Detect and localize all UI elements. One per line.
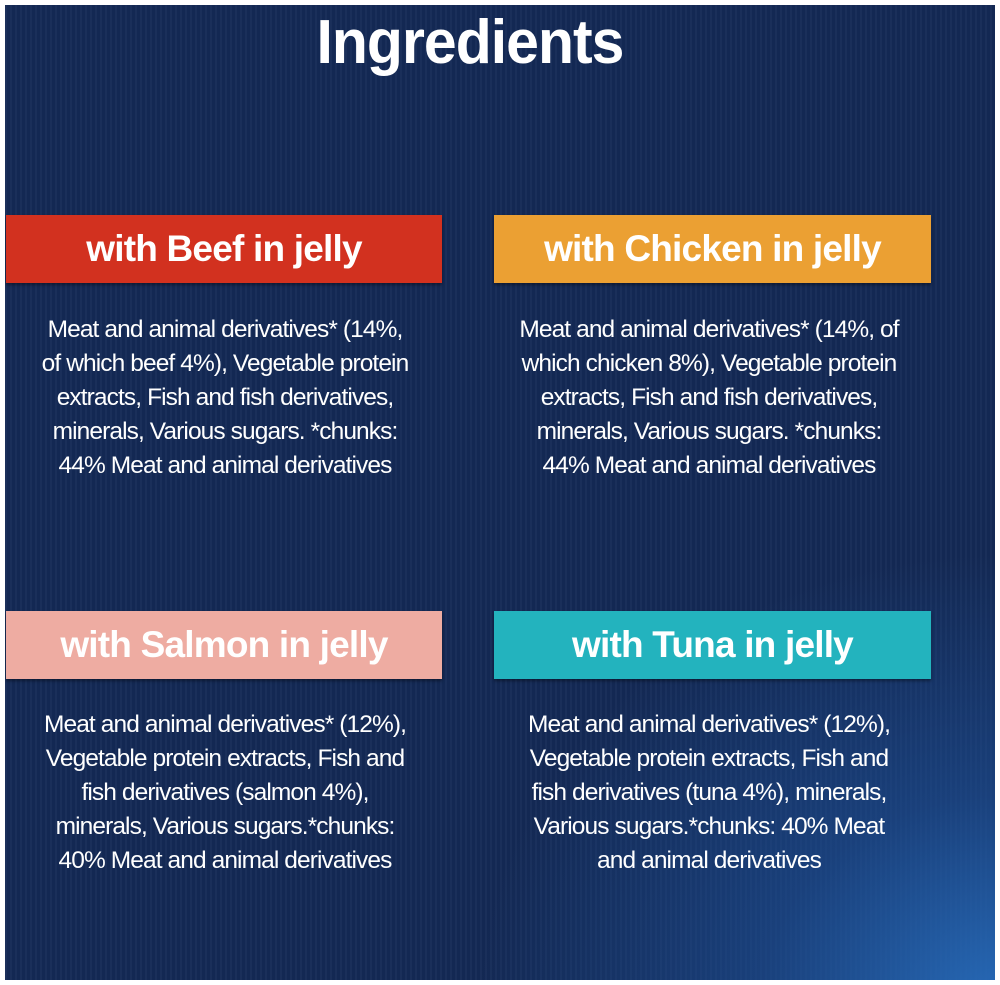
chicken-ingredients: Meat and animal derivatives* (14%, of wh… bbox=[489, 313, 929, 483]
tuna-banner: with Tuna in jelly bbox=[494, 611, 931, 679]
salmon-ingredients: Meat and animal derivatives* (12%), Vege… bbox=[5, 708, 445, 878]
line: Vegetable protein extracts, Fish and bbox=[529, 745, 889, 772]
line: and animal derivatives bbox=[597, 847, 822, 874]
line: which chicken 8%), Vegetable protein bbox=[521, 350, 898, 377]
line: extracts, Fish and fish derivatives, bbox=[56, 384, 395, 411]
line: minerals, Various sugars. *chunks: bbox=[536, 418, 883, 445]
line: Vegetable protein extracts, Fish and bbox=[45, 745, 405, 772]
line: minerals, Various sugars. *chunks: bbox=[52, 418, 399, 445]
beef-ingredients: Meat and animal derivatives* (14%, of wh… bbox=[5, 313, 445, 483]
line: 40% Meat and animal derivatives bbox=[58, 847, 393, 874]
line: 44% Meat and animal derivatives bbox=[58, 452, 393, 479]
chicken-banner: with Chicken in jelly bbox=[494, 215, 931, 283]
line: Various sugars.*chunks: 40% Meat bbox=[533, 813, 886, 840]
line: fish derivatives (tuna 4%), minerals, bbox=[531, 779, 888, 806]
line: Meat and animal derivatives* (14%, of bbox=[519, 316, 899, 343]
tuna-ingredients: Meat and animal derivatives* (12%), Vege… bbox=[489, 708, 929, 878]
line: 44% Meat and animal derivatives bbox=[542, 452, 877, 479]
salmon-banner: with Salmon in jelly bbox=[6, 611, 442, 679]
ingredients-panel: Ingredients with Beef in jelly Meat and … bbox=[5, 5, 995, 980]
line: Meat and animal derivatives* (12%), bbox=[43, 711, 407, 738]
line: Meat and animal derivatives* (12%), bbox=[527, 711, 891, 738]
line: fish derivatives (salmon 4%), bbox=[81, 779, 369, 806]
beef-banner: with Beef in jelly bbox=[6, 215, 442, 283]
line: extracts, Fish and fish derivatives, bbox=[540, 384, 879, 411]
page-title: Ingredients bbox=[316, 8, 624, 77]
line: of which beef 4%), Vegetable protein bbox=[41, 350, 410, 377]
line: Meat and animal derivatives* (14%, bbox=[47, 316, 404, 343]
line: minerals, Various sugars.*chunks: bbox=[55, 813, 396, 840]
